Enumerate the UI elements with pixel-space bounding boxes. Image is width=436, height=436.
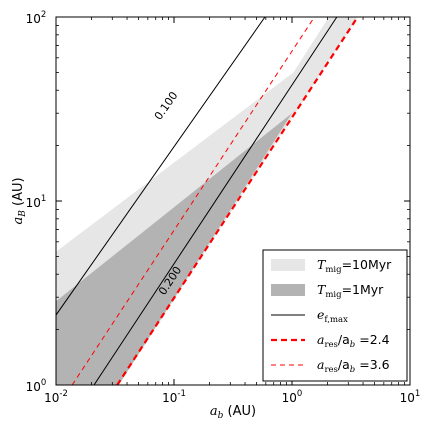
contour-label-0.100: 0.100 bbox=[152, 89, 181, 122]
x-tick-label: 100 bbox=[282, 389, 303, 405]
legend-label: Tmig=1Myr bbox=[317, 282, 384, 300]
x-tick-label: 10-1 bbox=[162, 389, 186, 405]
tmig-1myr-region bbox=[56, 113, 292, 385]
plot-area bbox=[56, 17, 359, 385]
y-tick-label: 100 bbox=[26, 378, 47, 394]
y-axis-label: aB (AU) bbox=[11, 177, 28, 224]
legend-label: Tmig=10Myr bbox=[317, 257, 392, 275]
series-line-efmax-0.100 bbox=[56, 17, 266, 316]
legend-label: ares/ab =3.6 bbox=[317, 357, 390, 375]
legend-label: ef,max bbox=[317, 307, 348, 325]
x-axis-label: ab (AU) bbox=[210, 404, 256, 421]
contour-label-text: 0.100 bbox=[152, 89, 181, 122]
y-tick-label: 101 bbox=[26, 194, 47, 210]
x-tick-label: 10-2 bbox=[44, 389, 68, 405]
legend-swatch bbox=[271, 284, 305, 296]
series-line-dashed-thin bbox=[71, 17, 315, 385]
legend-label: ares/ab =2.4 bbox=[317, 332, 390, 350]
legend: Tmig=10Myr Tmig=1Myr ef,max ares/ab =2.4 are… bbox=[262, 249, 408, 382]
ticks: 10-2 10-1 100 101 100 101 102 bbox=[26, 10, 421, 405]
x-tick-label: 101 bbox=[400, 389, 421, 405]
legend-swatch bbox=[271, 259, 305, 271]
series-line-efmax-0.200 bbox=[93, 17, 338, 385]
series-line-dashed-thick bbox=[116, 17, 359, 385]
y-tick-label: 102 bbox=[26, 10, 47, 26]
